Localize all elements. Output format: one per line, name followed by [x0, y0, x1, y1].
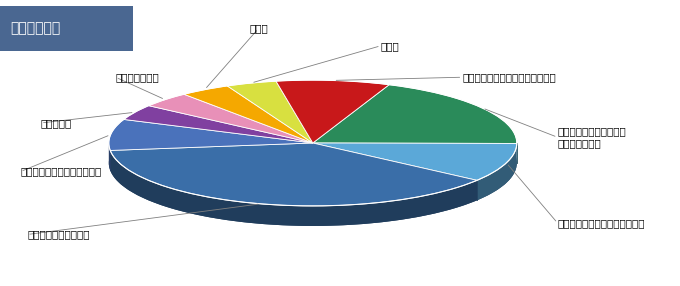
Polygon shape: [109, 144, 110, 170]
Text: 運輸業・郵便業: 運輸業・郵便業: [116, 72, 159, 82]
Text: 化学工業・石油・石炭製品製造業: 化学工業・石油・石炭製品製造業: [462, 72, 556, 82]
Polygon shape: [109, 120, 313, 150]
Polygon shape: [110, 150, 477, 226]
Text: 情報通信業: 情報通信業: [41, 118, 72, 128]
Text: 電気・ガス・熱供給・水道業: 電気・ガス・熱供給・水道業: [20, 167, 101, 176]
Polygon shape: [276, 80, 389, 143]
Polygon shape: [184, 86, 313, 143]
Text: 卸売業: 卸売業: [249, 24, 268, 33]
Polygon shape: [313, 85, 517, 144]
Text: 電気・情報通信機械器具製造業: 電気・情報通信機械器具製造業: [558, 218, 645, 228]
Polygon shape: [477, 144, 517, 200]
Polygon shape: [227, 81, 313, 143]
Text: 機械科学分野: 機械科学分野: [10, 22, 61, 35]
Polygon shape: [110, 143, 477, 206]
Ellipse shape: [109, 100, 517, 226]
Polygon shape: [149, 94, 313, 143]
FancyBboxPatch shape: [0, 6, 133, 51]
Text: 輸送用機械器具製造業: 輸送用機械器具製造業: [27, 230, 90, 239]
Polygon shape: [124, 106, 313, 143]
Text: はん用・生産用・業務用
機械器具製造業: はん用・生産用・業務用 機械器具製造業: [558, 126, 626, 148]
Text: 建設業: 建設業: [381, 41, 400, 51]
Polygon shape: [313, 143, 517, 180]
